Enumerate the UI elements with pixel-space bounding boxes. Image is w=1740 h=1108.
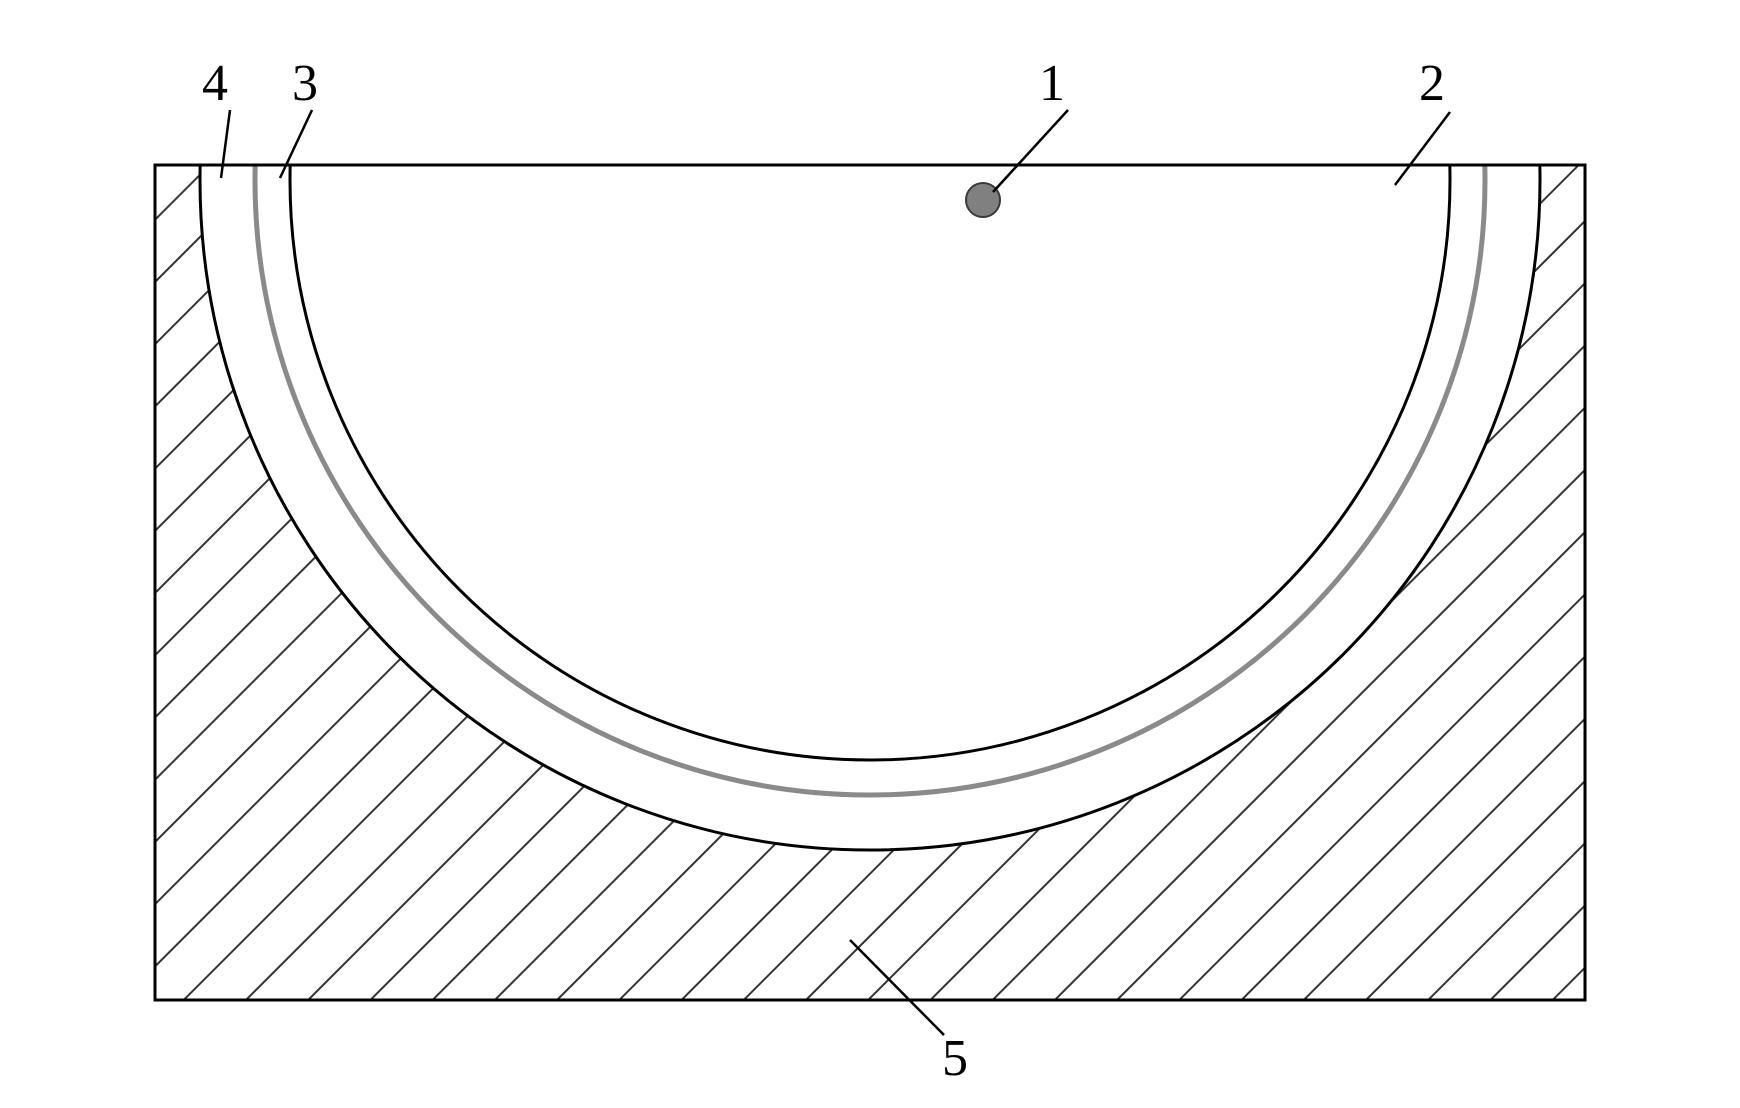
diagram-stage: 1 2 3 4 5: [0, 0, 1740, 1108]
label-3: 3: [292, 55, 318, 112]
label-4: 4: [202, 55, 228, 112]
label-1: 1: [1039, 55, 1065, 112]
label-5: 5: [942, 1030, 968, 1087]
label-2: 2: [1419, 55, 1445, 112]
